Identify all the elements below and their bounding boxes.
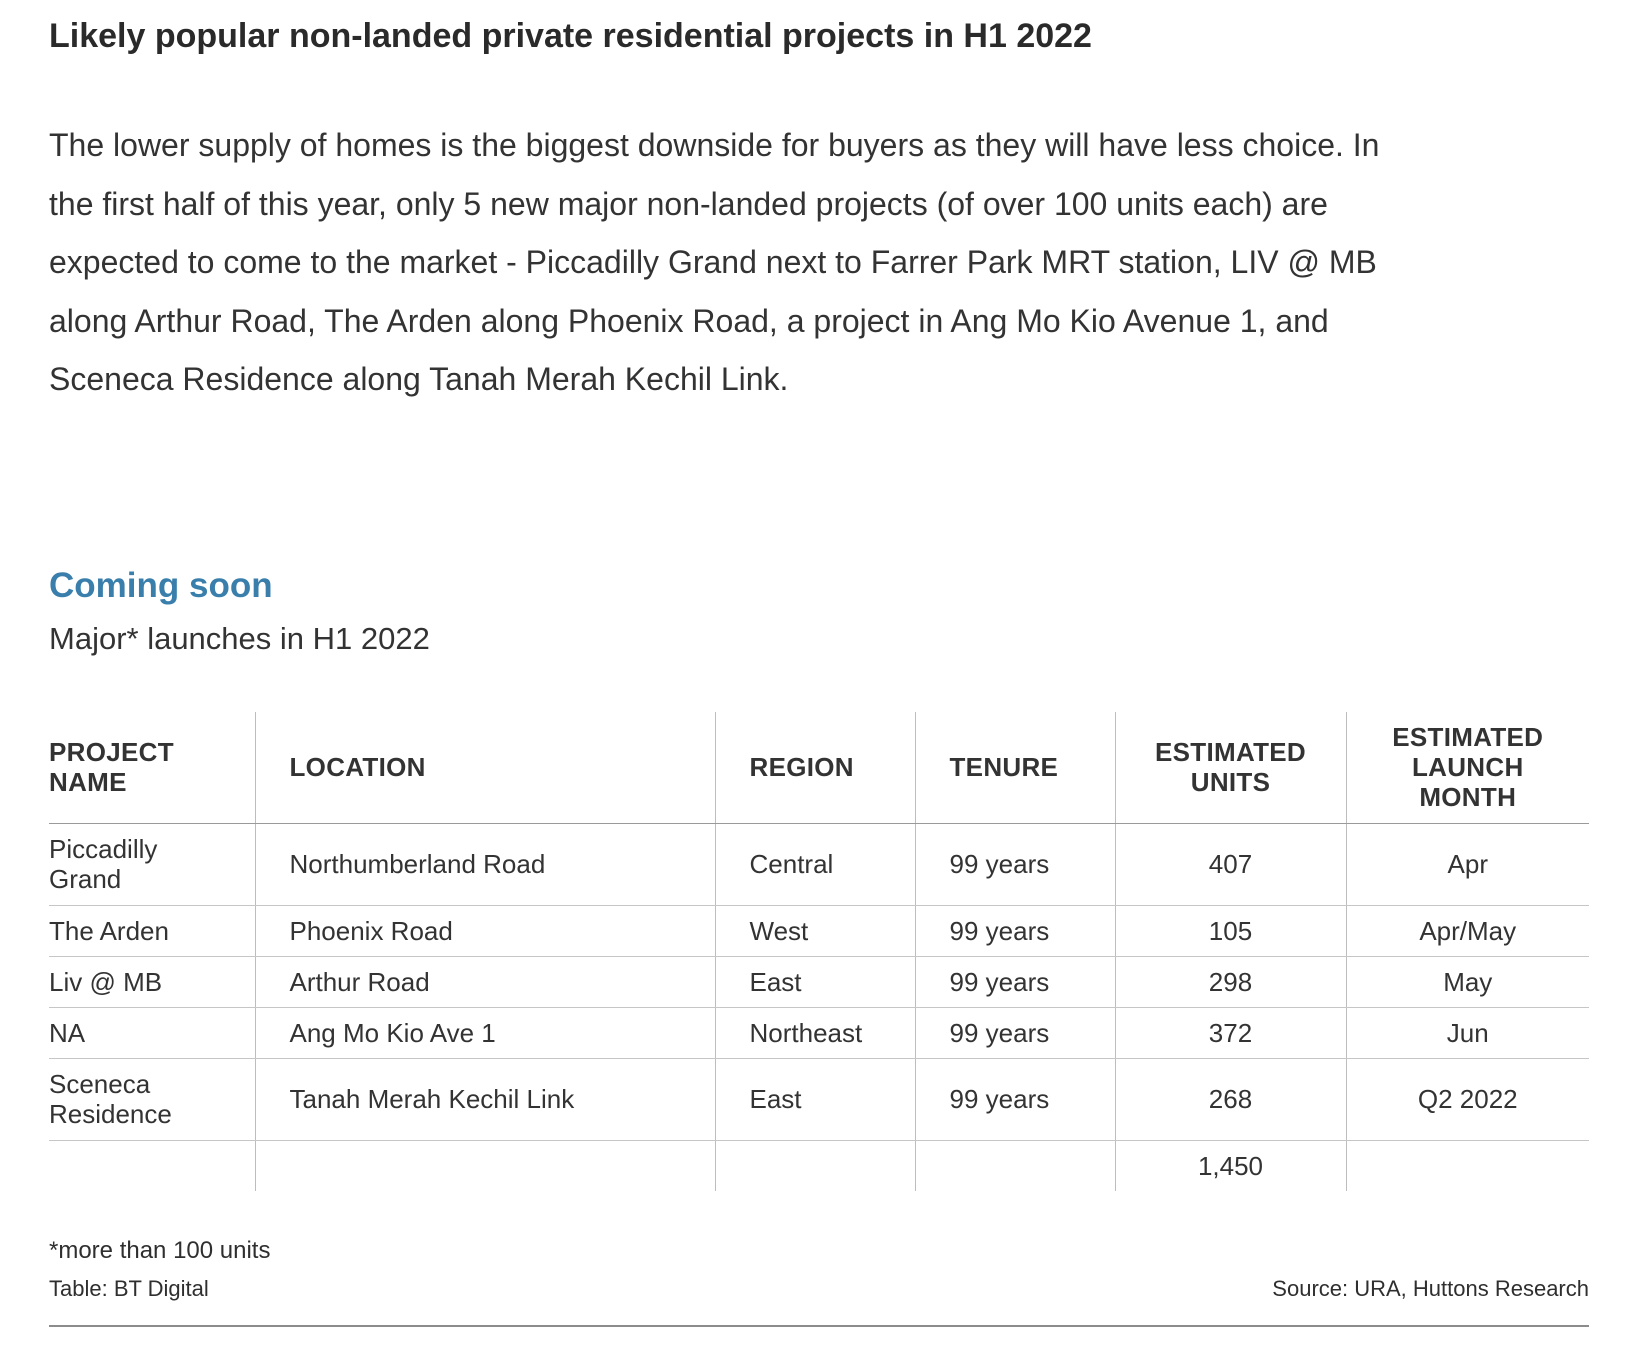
- table-row: NA Ang Mo Kio Ave 1 Northeast 99 years 3…: [49, 1007, 1589, 1059]
- intro-line: The lower supply of homes is the biggest…: [49, 127, 1380, 163]
- table-subtitle: Major* launches in H1 2022: [49, 621, 430, 656]
- cell-project: Liv @ MB: [49, 956, 255, 1008]
- cell-location: Arthur Road: [254, 956, 715, 1008]
- cell-tenure: 99 years: [914, 1007, 1115, 1059]
- cell-launch: Q2 2022: [1345, 1058, 1589, 1141]
- header-estimated-units: ESTIMATED UNITS: [1114, 712, 1346, 824]
- table-credit: Table: BT Digital: [49, 1276, 209, 1301]
- table-row: Sceneca Residence Tanah Merah Kechil Link…: [49, 1058, 1589, 1141]
- cell-region: Central: [714, 823, 915, 906]
- cell-region: East: [714, 956, 915, 1008]
- table-title: Coming soon: [49, 566, 273, 605]
- header-estimated-launch-month: ESTIMATED LAUNCH MONTH: [1345, 712, 1589, 824]
- cell-location: Northumberland Road: [254, 823, 715, 906]
- cell-location: Ang Mo Kio Ave 1: [254, 1007, 715, 1059]
- cell-project: Piccadilly Grand: [49, 823, 255, 906]
- cell-empty: [49, 1140, 255, 1191]
- cell-tenure: 99 years: [914, 1058, 1115, 1141]
- header-region: REGION: [714, 712, 915, 824]
- cell-empty: [1345, 1140, 1589, 1191]
- cell-project: Sceneca Residence: [49, 1058, 255, 1141]
- cell-units: 298: [1114, 956, 1346, 1008]
- table-row: Liv @ MB Arthur Road East 99 years 298 M…: [49, 956, 1589, 1008]
- cell-empty: [714, 1140, 915, 1191]
- intro-line: Sceneca Residence along Tanah Merah Kech…: [49, 361, 789, 397]
- cell-units: 372: [1114, 1007, 1346, 1059]
- table-header-row: PROJECT NAME LOCATION REGION TENURE ESTIM…: [49, 712, 1589, 824]
- header-tenure: TENURE: [914, 712, 1115, 824]
- cell-project: NA: [49, 1007, 255, 1059]
- cell-region: West: [714, 905, 915, 957]
- cell-launch: Apr: [1345, 823, 1589, 906]
- cell-units: 268: [1114, 1058, 1346, 1141]
- table-source: Source: URA, Huttons Research: [1272, 1276, 1589, 1301]
- intro-line: the first half of this year, only 5 new …: [49, 185, 1328, 222]
- cell-location: Tanah Merah Kechil Link: [254, 1058, 715, 1141]
- cell-launch: Jun: [1345, 1007, 1589, 1059]
- header-location: LOCATION: [254, 712, 715, 824]
- cell-empty: [254, 1140, 715, 1191]
- cell-project: The Arden: [49, 905, 255, 957]
- table-row: The Arden Phoenix Road West 99 years 105…: [49, 905, 1589, 957]
- intro-line: expected to come to the market - Piccadi…: [49, 244, 1377, 280]
- launches-table: PROJECT NAME LOCATION REGION TENURE ESTIM…: [49, 712, 1589, 1191]
- cell-region: East: [714, 1058, 915, 1141]
- cell-tenure: 99 years: [914, 905, 1115, 957]
- bottom-divider: [49, 1325, 1589, 1327]
- table-row: Piccadilly Grand Northumberland Road Cent…: [49, 823, 1589, 906]
- cell-region: Northeast: [714, 1007, 915, 1059]
- table-total-row: 1,450: [49, 1140, 1589, 1191]
- cell-empty: [914, 1140, 1115, 1191]
- header-project-name: PROJECT NAME: [49, 712, 255, 824]
- section-heading: Likely popular non-landed private reside…: [49, 17, 1092, 55]
- cell-units: 105: [1114, 905, 1346, 957]
- cell-units: 407: [1114, 823, 1346, 906]
- intro-paragraph: The lower supply of homes is the biggest…: [49, 116, 1594, 409]
- intro-line: along Arthur Road, The Arden along Phoen…: [49, 302, 1329, 339]
- cell-launch: Apr/May: [1345, 905, 1589, 957]
- cell-location: Phoenix Road: [254, 905, 715, 957]
- table-footnote: *more than 100 units: [49, 1237, 271, 1264]
- cell-tenure: 99 years: [914, 956, 1115, 1008]
- cell-launch: May: [1345, 956, 1589, 1008]
- cell-tenure: 99 years: [914, 823, 1115, 906]
- cell-total-units: 1,450: [1114, 1140, 1346, 1191]
